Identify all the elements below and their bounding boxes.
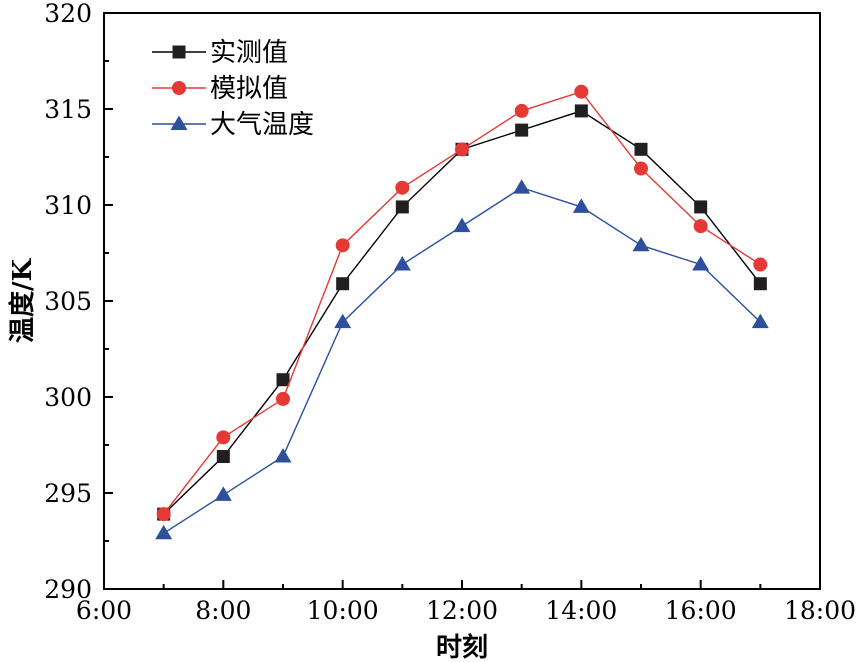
series-line — [163, 186, 761, 534]
x-tick-label: 10:00 — [307, 596, 379, 625]
data-point — [276, 391, 290, 406]
y-tick-label: 290 — [44, 575, 92, 604]
legend-marker — [170, 115, 188, 130]
y-tick-label: 310 — [44, 191, 92, 220]
y-tick-label: 305 — [44, 287, 92, 316]
data-point — [692, 256, 710, 271]
data-point — [335, 238, 350, 253]
y-axis-title: 温度/K — [7, 258, 38, 343]
data-point — [634, 142, 648, 156]
data-point — [276, 373, 290, 387]
y-tick-label: 320 — [44, 0, 92, 28]
legend-marker — [172, 81, 186, 95]
x-tick-label: 8:00 — [195, 596, 251, 625]
data-point — [155, 524, 173, 540]
series-layer — [155, 84, 769, 540]
data-point — [632, 236, 650, 252]
data-point — [274, 448, 292, 463]
series-line — [163, 110, 761, 515]
data-point — [634, 161, 648, 176]
data-point — [156, 507, 171, 522]
data-point — [693, 219, 708, 234]
data-point — [753, 277, 767, 291]
data-point — [572, 198, 590, 213]
series-2 — [155, 179, 769, 540]
legend-entry: 大气温度 — [152, 110, 314, 140]
legend-label: 实测值 — [210, 38, 288, 68]
data-point — [514, 103, 529, 118]
legend-label: 模拟值 — [210, 74, 288, 104]
legend-entry: 模拟值 — [152, 74, 288, 104]
legend-marker — [172, 45, 186, 59]
series-1 — [156, 84, 768, 522]
data-point — [455, 142, 469, 157]
data-point — [694, 200, 708, 214]
data-point — [574, 84, 589, 99]
data-point — [216, 430, 231, 445]
y-tick-label: 300 — [44, 383, 92, 412]
legend-entry: 实测值 — [152, 38, 288, 68]
data-point — [334, 313, 352, 329]
data-point — [751, 313, 769, 329]
x-tick-label: 14:00 — [545, 596, 617, 625]
data-point — [453, 217, 471, 233]
data-point — [513, 179, 531, 194]
axis-ticks: 6:00 8:00 10:00 12:00 14:00 16:00 18:00 290 295 3… — [44, 0, 856, 625]
data-point — [336, 277, 350, 291]
data-point — [574, 104, 588, 118]
y-tick-label: 315 — [44, 95, 92, 124]
data-point — [216, 450, 230, 464]
data-point — [395, 200, 409, 214]
data-point — [753, 257, 768, 272]
data-point — [395, 180, 410, 195]
data-point — [393, 256, 411, 271]
data-point — [515, 123, 529, 137]
y-tick-label: 295 — [44, 479, 92, 508]
x-tick-label: 6:00 — [76, 596, 132, 625]
x-tick-label: 12:00 — [426, 596, 498, 625]
legend-label: 大气温度 — [210, 110, 314, 140]
x-axis-title: 时刻 — [436, 632, 488, 662]
x-tick-label: 16:00 — [665, 596, 737, 625]
x-tick-label: 18:00 — [784, 596, 856, 625]
data-point — [214, 486, 232, 501]
series-0 — [157, 104, 767, 521]
